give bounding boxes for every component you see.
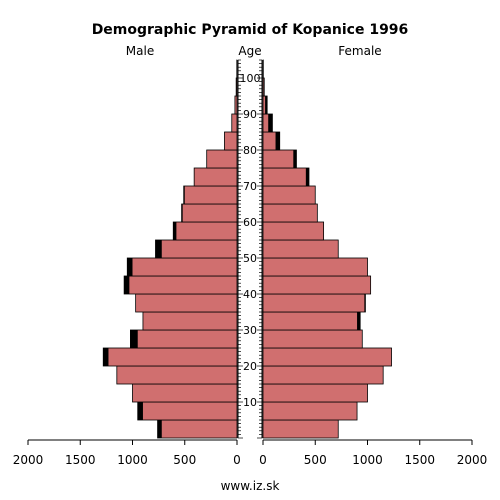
x-tick-label: 1000 bbox=[117, 453, 148, 467]
male-excess-bar bbox=[127, 258, 133, 276]
age-tick-label: 50 bbox=[243, 252, 257, 265]
male-bar bbox=[116, 365, 238, 385]
male-bar bbox=[231, 113, 238, 133]
female-bar bbox=[262, 347, 392, 367]
female-bar bbox=[262, 365, 384, 385]
male-excess-bar bbox=[137, 402, 143, 420]
x-tick-label: 0 bbox=[259, 453, 267, 467]
male-bar bbox=[155, 239, 238, 259]
male-bar bbox=[123, 275, 238, 295]
age-label: Age bbox=[238, 44, 261, 58]
age-tick-label: 60 bbox=[243, 216, 257, 229]
male-bar bbox=[157, 419, 238, 439]
male-bar bbox=[132, 383, 238, 403]
male-bar bbox=[181, 203, 238, 223]
x-tick-label: 500 bbox=[173, 453, 196, 467]
female-bar bbox=[262, 275, 372, 295]
age-axis: 10 20 30 40 50 60 70 80 90 100 bbox=[237, 59, 263, 439]
x-tick-label: 1000 bbox=[352, 453, 383, 467]
male-excess-bar bbox=[181, 204, 183, 222]
male-excess-bar bbox=[173, 222, 177, 240]
male-excess-bar bbox=[124, 276, 130, 294]
age-tick-label: 70 bbox=[243, 180, 257, 193]
female-excess-bar bbox=[364, 294, 366, 312]
male-excess-bar bbox=[103, 348, 109, 366]
male-bar bbox=[224, 131, 238, 151]
female-excess-bar bbox=[357, 312, 361, 330]
x-tick-label: 1500 bbox=[404, 453, 435, 467]
male-bar bbox=[137, 401, 238, 421]
age-tick-label: 100 bbox=[240, 72, 261, 85]
female-bar bbox=[262, 293, 366, 313]
x-tick-label: 500 bbox=[304, 453, 327, 467]
female-excess-bar bbox=[305, 168, 309, 186]
female-bar bbox=[262, 383, 368, 403]
x-axis: 2000 1500 1000 500 0 0 500 1000 1500 2000 bbox=[13, 439, 488, 467]
footer-source: www.iz.sk bbox=[221, 479, 280, 493]
male-bar bbox=[126, 257, 238, 277]
male-label: Male bbox=[126, 44, 154, 58]
female-bar bbox=[262, 257, 368, 277]
female-bars bbox=[262, 59, 392, 439]
male-bar bbox=[193, 167, 238, 187]
male-excess-bar bbox=[130, 330, 138, 348]
male-bar bbox=[172, 221, 238, 241]
female-bar bbox=[262, 419, 339, 439]
female-excess-bar bbox=[275, 132, 280, 150]
female-excess-bar bbox=[293, 150, 297, 168]
male-bar bbox=[183, 185, 238, 205]
male-bar bbox=[142, 311, 238, 331]
x-tick-label: 1500 bbox=[65, 453, 96, 467]
male-excess-bar bbox=[183, 186, 185, 204]
age-tick-label: 40 bbox=[243, 288, 257, 301]
male-bar bbox=[206, 149, 238, 169]
age-tick-label: 10 bbox=[243, 396, 257, 409]
male-excess-bar bbox=[157, 420, 162, 438]
female-bar bbox=[262, 185, 316, 205]
female-bar bbox=[262, 401, 358, 421]
x-tick-label: 2000 bbox=[457, 453, 488, 467]
female-excess-bar bbox=[268, 114, 273, 132]
age-tick-label: 20 bbox=[243, 360, 257, 373]
female-excess-bar bbox=[265, 96, 268, 114]
female-bar bbox=[262, 239, 339, 259]
female-bar bbox=[262, 149, 297, 169]
female-bar bbox=[262, 203, 318, 223]
x-tick-label: 2000 bbox=[13, 453, 44, 467]
age-tick-label: 30 bbox=[243, 324, 257, 337]
female-label: Female bbox=[338, 44, 381, 58]
female-bar bbox=[262, 311, 361, 331]
female-bar bbox=[262, 329, 363, 349]
male-bars bbox=[102, 59, 238, 439]
male-bar bbox=[234, 95, 238, 115]
age-tick-label: 90 bbox=[243, 108, 257, 121]
male-bar bbox=[235, 77, 238, 97]
female-bar bbox=[262, 167, 310, 187]
age-tick-label: 80 bbox=[243, 144, 257, 157]
chart-title: Demographic Pyramid of Kopanice 1996 bbox=[92, 22, 409, 38]
male-excess-bar bbox=[155, 240, 162, 258]
female-bar bbox=[262, 221, 325, 241]
x-tick-label: 0 bbox=[233, 453, 241, 467]
male-bar bbox=[135, 293, 238, 313]
male-bar bbox=[130, 329, 238, 349]
male-bar bbox=[102, 347, 238, 367]
